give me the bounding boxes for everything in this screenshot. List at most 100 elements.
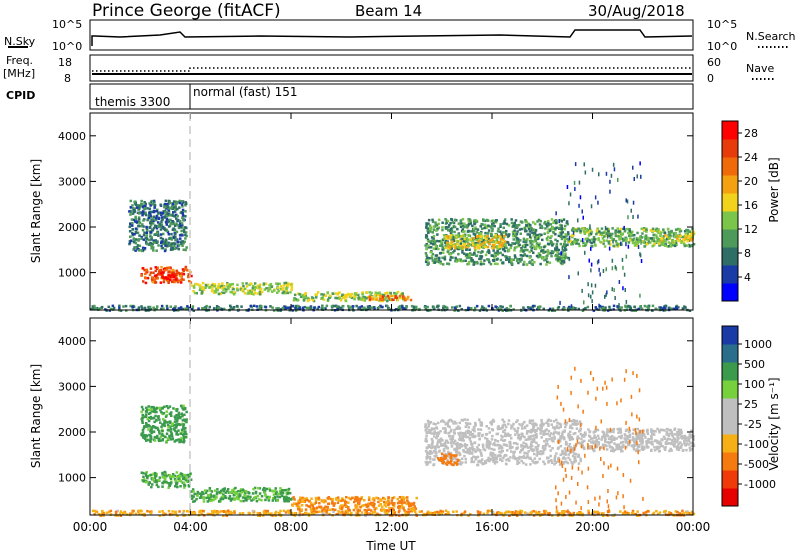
heatmap-cell [605,227,609,231]
heatmap-cell [202,509,205,513]
heatmap-cell [191,306,194,310]
heatmap-cell [566,307,570,310]
heatmap-cell [460,259,463,263]
heatmap-cell [174,238,178,241]
heatmap-cell [143,478,146,481]
heatmap-cell [543,221,547,224]
heatmap-cell [449,227,453,231]
heatmap-cell [512,308,515,311]
heatmap-cell [615,242,618,245]
heatmap-cell [550,242,553,246]
heatmap-cell [190,494,194,498]
heatmap-cell [526,512,529,515]
heatmap-cell [272,493,276,496]
heatmap-cell [495,241,498,244]
heatmap-cell [491,428,495,432]
heatmap-cell [256,292,259,295]
heatmap-cell [650,237,654,240]
heatmap-cell [174,233,177,236]
heatmap-cell [621,232,624,235]
heatmap-cell [396,290,400,294]
heatmap-cell [487,250,491,253]
heatmap-cell [606,510,610,514]
heatmap-cell [181,226,184,229]
colorbar-swatch [722,139,738,158]
heatmap-cell [213,283,217,286]
heatmap-cell [565,220,569,223]
heatmap-cell [357,307,360,310]
heatmap-cell [554,248,557,252]
heatmap-cell [131,228,135,231]
heatmap-cell [681,307,685,310]
heatmap-cell [435,510,439,514]
heatmap-cell [631,230,634,233]
heatmap-cell [247,289,250,292]
heatmap-cell [239,286,243,290]
heatmap-cell [442,234,446,237]
heatmap-cell [359,497,363,501]
heatmap-cell [192,490,195,493]
heatmap-cell [464,421,468,425]
heatmap-cell [469,252,472,255]
heatmap-cell [268,495,271,499]
heatmap-cell [346,506,350,509]
heatmap-cell [223,307,226,311]
heatmap-cell [529,260,532,263]
heatmap-cell [611,232,614,236]
heatmap-cell [425,224,428,227]
heatmap-cell [309,306,313,309]
heatmap-cell [129,304,132,308]
heatmap-cell [248,291,251,294]
heatmap-cell [243,494,246,497]
heatmap-cell [584,250,586,255]
heatmap-cell [657,242,661,245]
heatmap-cell [502,430,505,433]
heatmap-cell [548,261,552,264]
heatmap-cell [174,305,177,308]
heatmap-cell [170,244,173,248]
heatmap-cell [623,225,625,230]
heatmap-cell [589,239,591,244]
heatmap-cell [214,290,218,293]
heatmap-cell [429,457,432,461]
heatmap-cell [162,240,165,243]
heatmap-cell [137,224,140,227]
heatmap-cell [264,282,268,286]
heatmap-cell [165,211,169,215]
heatmap-cell [225,510,228,513]
heatmap-cell [546,225,549,228]
heatmap-cell [442,420,446,424]
heatmap-cell [527,450,530,453]
heatmap-cell [612,162,615,167]
heatmap-cell [202,496,206,499]
heatmap-cell [310,503,313,506]
heatmap-cell [524,243,527,247]
heatmap-cell [135,220,138,223]
heatmap-cell [167,271,170,274]
heatmap-cell [600,227,604,230]
heatmap-cell [577,218,579,223]
heatmap-cell [529,307,533,311]
heatmap-cell [147,216,151,220]
heatmap-cell [228,283,232,286]
heatmap-cell [140,307,144,310]
heatmap-cell [165,474,168,478]
heatmap-cell [514,510,518,513]
heatmap-cell [368,502,371,506]
heatmap-cell [467,514,470,517]
heatmap-cell [174,278,178,281]
heatmap-cell [627,215,629,220]
heatmap-cell [505,256,508,260]
heatmap-cell [276,495,279,498]
heatmap-cell [461,251,464,254]
heatmap-cell [516,225,519,228]
heatmap-cell [566,461,570,465]
heatmap-cell [455,219,458,222]
heatmap-cell [426,256,429,259]
heatmap-cell [644,234,648,237]
heatmap-cell [272,309,276,312]
heatmap-cell [381,305,384,309]
heatmap-cell [574,307,577,310]
heatmap-cell [344,500,348,504]
